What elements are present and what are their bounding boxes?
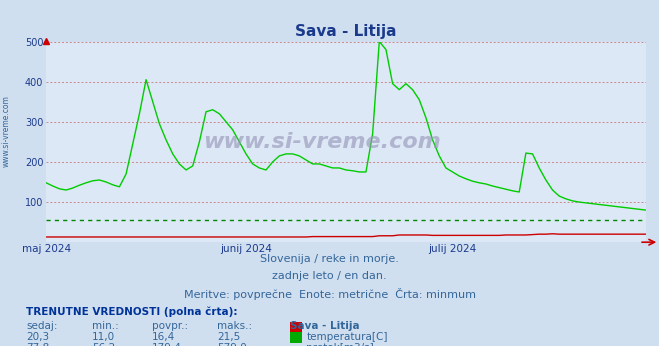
Text: temperatura[C]: temperatura[C] <box>306 332 388 342</box>
Text: www.si-vreme.com: www.si-vreme.com <box>2 95 11 167</box>
Text: min.:: min.: <box>92 321 119 331</box>
Text: 11,0: 11,0 <box>92 332 115 342</box>
Text: povpr.:: povpr.: <box>152 321 188 331</box>
Text: Sava - Litija: Sava - Litija <box>290 321 360 331</box>
Text: 579,0: 579,0 <box>217 343 247 346</box>
Text: 179,4: 179,4 <box>152 343 181 346</box>
Text: 56,2: 56,2 <box>92 343 115 346</box>
Text: 20,3: 20,3 <box>26 332 49 342</box>
Text: maks.:: maks.: <box>217 321 252 331</box>
Text: pretok[m3/s]: pretok[m3/s] <box>306 343 374 346</box>
Title: Sava - Litija: Sava - Litija <box>295 24 397 39</box>
Text: sedaj:: sedaj: <box>26 321 58 331</box>
Text: 77,8: 77,8 <box>26 343 49 346</box>
Text: 16,4: 16,4 <box>152 332 175 342</box>
Text: 21,5: 21,5 <box>217 332 241 342</box>
Text: TRENUTNE VREDNOSTI (polna črta):: TRENUTNE VREDNOSTI (polna črta): <box>26 306 238 317</box>
Text: Meritve: povprečne  Enote: metrične  Črta: minmum: Meritve: povprečne Enote: metrične Črta:… <box>183 288 476 300</box>
Text: Slovenija / reke in morje.: Slovenija / reke in morje. <box>260 254 399 264</box>
Text: www.si-vreme.com: www.si-vreme.com <box>203 132 441 152</box>
Text: zadnje leto / en dan.: zadnje leto / en dan. <box>272 271 387 281</box>
